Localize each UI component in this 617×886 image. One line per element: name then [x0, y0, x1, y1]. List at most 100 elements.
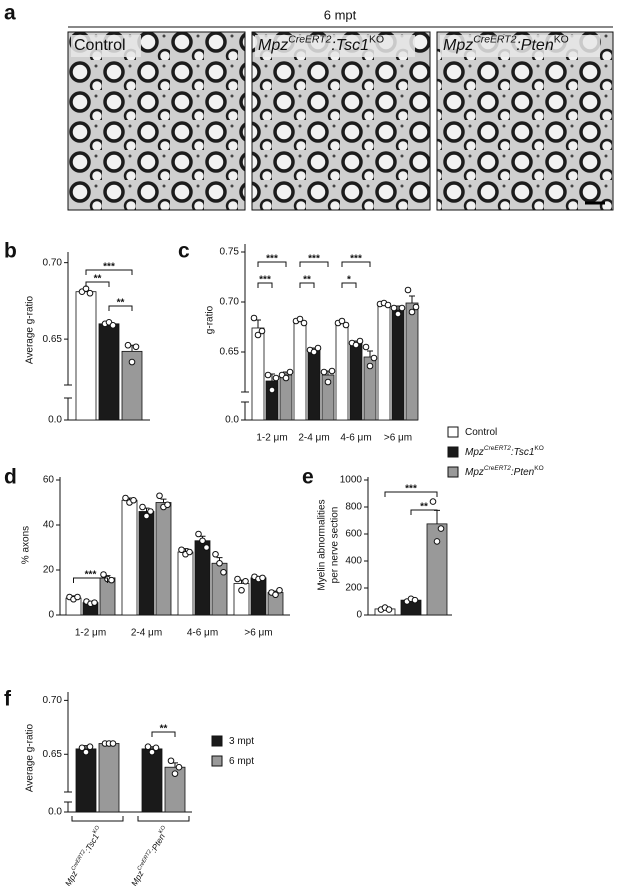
data-point: [234, 575, 241, 583]
label-part: :Tsc1: [511, 447, 535, 458]
data-point: [286, 368, 294, 376]
data-point: [195, 530, 202, 538]
label: MpzCreERT2:Tsc1KO: [63, 824, 106, 886]
label-part: Mpz: [443, 37, 473, 54]
data-point: [433, 538, 441, 545]
data-point: [300, 319, 308, 327]
significance-label: **: [117, 298, 125, 309]
data-point: [144, 743, 152, 751]
label-bg: [71, 35, 141, 57]
bar: [155, 502, 172, 616]
bar: [335, 322, 349, 421]
significance-label: ***: [259, 275, 271, 286]
label-part: CreERT2: [288, 34, 331, 45]
data-point: [74, 593, 81, 601]
data-point: [143, 512, 150, 520]
data-point: [186, 548, 193, 556]
significance-label: **: [160, 724, 168, 735]
y-tick-label: 60: [43, 475, 55, 486]
data-point: [259, 574, 266, 582]
panel-letter: d: [4, 466, 17, 489]
data-point: [128, 358, 136, 366]
data-point: [109, 322, 117, 329]
error-bar: [367, 350, 373, 357]
bar: [141, 748, 163, 813]
y-tick-label: 200: [345, 583, 362, 594]
bar: [98, 743, 120, 813]
label-part: Mpz: [129, 868, 146, 886]
data-point: [411, 596, 419, 604]
y-tick-label: 0.70: [43, 257, 63, 268]
data-point: [147, 508, 154, 515]
label-part: :Pten: [516, 37, 553, 54]
label: 3 mpt: [229, 736, 254, 747]
y-tick-label: 0.75: [220, 247, 240, 258]
label-part: 3 mpt: [229, 736, 254, 747]
panel-letter: c: [178, 240, 190, 263]
data-point: [412, 303, 420, 311]
data-point: [216, 559, 223, 567]
data-point: [86, 743, 94, 751]
data-point: [394, 310, 402, 318]
label: MpzCreERT2:PtenKO: [465, 465, 544, 478]
significance-label: ***: [308, 254, 320, 265]
data-point: [108, 576, 115, 584]
data-point: [156, 492, 163, 500]
data-point: [86, 289, 94, 297]
label-part: 6 mpt: [229, 756, 254, 767]
label-part: KO: [534, 465, 543, 472]
label-part: :Pten: [149, 832, 168, 854]
data-point: [238, 586, 245, 594]
label: 6 mpt: [229, 756, 254, 767]
bar: [377, 303, 391, 421]
bar: [250, 577, 267, 616]
data-point: [272, 374, 280, 382]
bar: [405, 302, 419, 421]
label-part: :Tsc1: [331, 37, 369, 54]
data-point: [82, 748, 90, 756]
y-axis-label: Myelin abnormalities: [317, 499, 328, 590]
y-axis-label: per nerve section: [330, 507, 341, 584]
data-point: [91, 599, 98, 606]
label-bg: [255, 35, 415, 57]
label-part: Control: [74, 37, 126, 54]
legend-swatch: [211, 755, 223, 767]
label: MpzCreERT2:PtenKO: [443, 34, 569, 54]
data-point: [324, 378, 332, 386]
data-point: [356, 337, 364, 345]
data-point: [100, 571, 107, 578]
data-point: [314, 344, 322, 352]
bar: [293, 320, 307, 421]
x-tick-label: 4-6 μm: [340, 433, 371, 444]
data-point: [148, 748, 156, 756]
bar: [98, 323, 120, 421]
data-point: [203, 544, 210, 551]
significance-label: ***: [266, 254, 278, 265]
significance-bracket: [410, 509, 438, 515]
data-point: [429, 498, 437, 505]
group-bracket: [71, 816, 124, 822]
legend-swatch: [211, 735, 223, 747]
y-tick-label: 0: [48, 610, 54, 621]
data-point: [139, 503, 146, 511]
y-tick-label: 0.0: [48, 807, 62, 818]
data-point: [175, 763, 183, 771]
data-point: [366, 362, 374, 370]
data-point: [320, 368, 328, 376]
data-point: [167, 757, 175, 765]
data-point: [250, 314, 258, 322]
x-tick-label: >6 μm: [244, 628, 272, 639]
y-tick-label: 400: [345, 556, 362, 567]
label-part: Mpz: [63, 869, 80, 886]
error-bar: [255, 319, 261, 328]
label-part: Mpz: [465, 467, 484, 478]
label-part: :Pten: [511, 467, 535, 478]
label-part: CreERT2: [484, 445, 511, 452]
significance-bracket: [299, 261, 329, 267]
label: MpzCreERT2:Tsc1KO: [465, 445, 544, 458]
significance-bracket: [257, 261, 287, 267]
y-axis-label: Average g-ratio: [25, 295, 36, 364]
bar: [307, 349, 321, 421]
data-point: [390, 304, 398, 312]
